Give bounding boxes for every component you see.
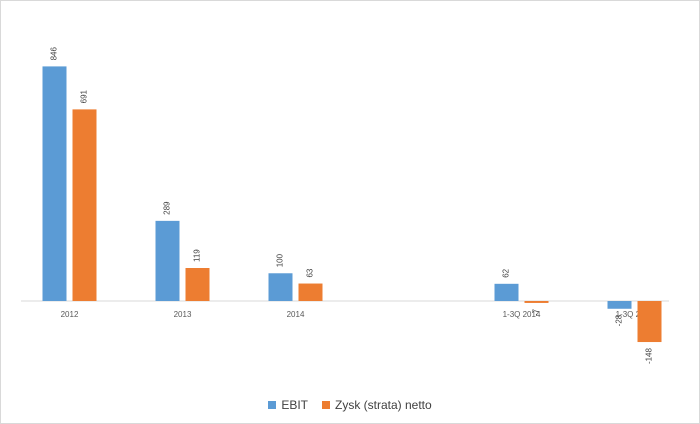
bar-ebit [268,273,293,301]
x-tick-label: 2013 [174,310,192,319]
legend-swatch-net-profit [321,401,330,409]
bar-ebit [42,66,67,301]
x-tick-label: 2012 [61,310,79,319]
bar-net-profit [72,109,97,301]
data-label: 119 [193,249,202,262]
data-label: -7 [532,308,541,316]
bar-net-profit [637,301,662,343]
bar-ebit [155,220,180,301]
legend-swatch-ebit [268,401,277,409]
bar-net-profit [298,283,323,301]
bar-net-profit [524,301,549,303]
data-label: 846 [50,47,59,61]
data-label: -148 [645,347,654,364]
legend-item-net-profit: Zysk (strata) netto [321,398,432,412]
bar-chart: 2012 846 691 2013 289 119 2014 100 63 1-3Q 2014 62… [21,47,669,364]
data-label: 62 [502,268,511,277]
legend-label-net-profit: Zysk (strata) netto [334,398,432,412]
data-label: 691 [80,89,89,103]
legend: EBIT Zysk (strata) netto [0,398,700,412]
legend-label-ebit: EBIT [281,398,308,412]
x-tick-label: 1-3Q 2015 [616,310,654,319]
x-tick-label: 1-3Q 2014 [503,310,541,319]
bar-net-profit [185,268,210,301]
data-label: 63 [306,268,315,277]
bar-ebit [607,301,632,309]
data-label: -28 [615,314,624,326]
bar-ebit [494,283,519,301]
x-tick-label: 2014 [287,310,305,319]
legend-item-ebit: EBIT [268,398,308,412]
data-label: 289 [163,201,172,215]
data-label: 100 [276,253,285,267]
